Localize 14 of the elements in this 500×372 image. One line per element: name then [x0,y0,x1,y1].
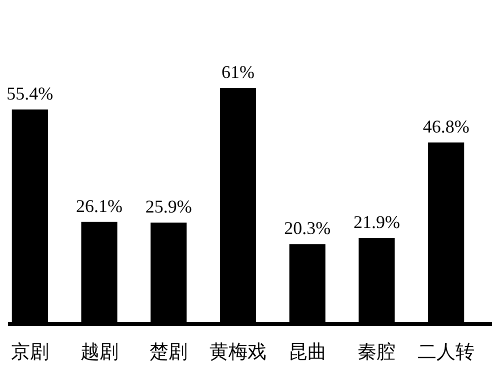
data-label: 61% [222,62,254,82]
data-label: 55.4% [6,83,54,104]
x-tick-label: 越剧 [80,342,118,363]
x-tick-label: 黄梅戏 [210,342,266,363]
data-label: 26.1% [76,196,123,216]
x-tick-label: 京剧 [10,341,49,363]
x-tick-label: 秦腔 [358,342,396,363]
x-tick-label: 楚剧 [150,342,188,363]
data-label: 21.9% [353,212,400,232]
x-tick-label: 昆曲 [288,342,326,363]
data-label: 25.9% [145,196,192,217]
data-label: 46.8% [422,116,470,136]
x-tick-label: 二人转 [418,342,475,363]
data-label: 20.3% [284,218,331,238]
